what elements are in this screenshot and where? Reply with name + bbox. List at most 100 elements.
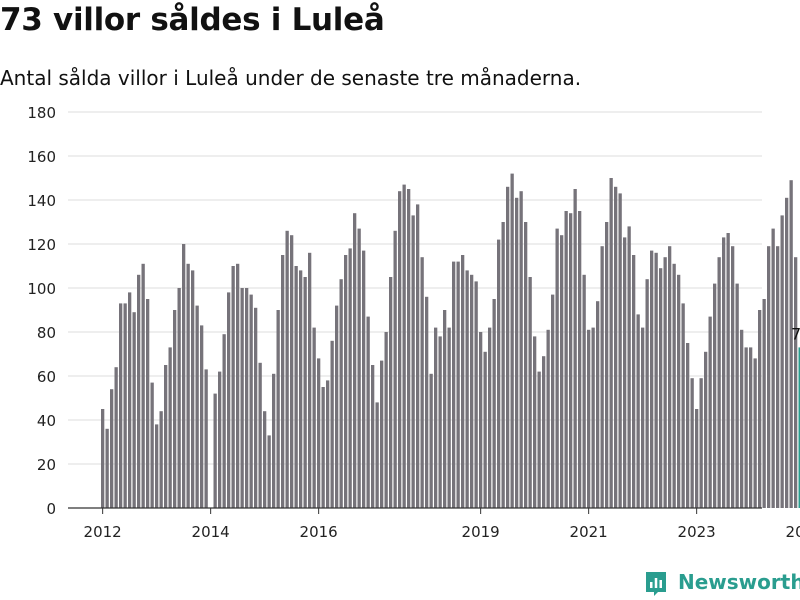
bar xyxy=(339,279,343,508)
bar xyxy=(519,191,523,508)
bar xyxy=(483,351,487,508)
bar xyxy=(101,409,105,508)
bar xyxy=(641,327,645,508)
data-labels: 73 xyxy=(791,324,800,343)
bar xyxy=(200,325,204,508)
brand-name: Newsworthy xyxy=(678,570,800,594)
bar xyxy=(128,292,132,508)
bar xyxy=(272,373,276,508)
bar xyxy=(411,215,415,508)
bar xyxy=(317,358,321,508)
bar xyxy=(794,257,798,508)
bar xyxy=(488,327,492,508)
bar xyxy=(119,303,123,508)
bar xyxy=(353,213,357,508)
bar xyxy=(236,263,240,508)
bar xyxy=(186,263,190,508)
data-label: 73 xyxy=(791,324,800,343)
bar xyxy=(434,327,438,508)
bar xyxy=(213,393,217,508)
bar xyxy=(524,222,528,508)
bar xyxy=(645,279,649,508)
chart-subtitle: Antal sålda villor i Luleå under de sena… xyxy=(0,66,582,90)
bar xyxy=(308,252,312,508)
bar xyxy=(362,250,366,508)
bar xyxy=(276,310,280,508)
x-tick-label: 2014 xyxy=(192,523,230,541)
bar xyxy=(177,288,181,508)
y-tick-label: 100 xyxy=(27,280,56,298)
bar xyxy=(123,303,127,508)
bar xyxy=(492,299,496,508)
bar xyxy=(762,299,766,508)
x-tick-label: 2021 xyxy=(570,523,608,541)
bar xyxy=(708,316,712,508)
bar xyxy=(587,329,591,508)
bar xyxy=(299,270,303,508)
bar xyxy=(623,237,627,508)
bar xyxy=(605,222,609,508)
bar xyxy=(110,389,114,508)
bar xyxy=(668,246,672,508)
bar xyxy=(474,281,478,508)
newsworthy-brand[interactable]: Newsworthy xyxy=(644,568,800,596)
bar xyxy=(240,288,244,508)
bar xyxy=(443,310,447,508)
bar xyxy=(380,360,384,508)
bar xyxy=(659,268,663,508)
bar xyxy=(717,257,721,508)
bar xyxy=(681,303,685,508)
bar xyxy=(735,283,739,508)
bar xyxy=(722,237,726,508)
bar xyxy=(357,228,361,508)
bar xyxy=(420,257,424,508)
bar xyxy=(456,261,460,508)
bar xyxy=(632,255,636,508)
bar xyxy=(771,228,775,508)
bar xyxy=(789,180,793,508)
bar xyxy=(344,255,348,508)
newsworthy-logo-icon xyxy=(646,572,666,596)
bar xyxy=(384,332,388,508)
bar xyxy=(564,211,568,508)
bar xyxy=(776,246,780,508)
bar xyxy=(461,255,465,508)
y-tick-label: 0 xyxy=(46,500,56,518)
bar xyxy=(555,228,559,508)
y-tick-label: 160 xyxy=(27,148,56,166)
x-tick-label: 2023 xyxy=(678,523,716,541)
bar xyxy=(204,369,208,508)
bar xyxy=(294,266,298,508)
bar xyxy=(164,365,168,508)
bar xyxy=(528,277,532,508)
bar xyxy=(159,411,163,508)
bar xyxy=(699,378,703,508)
bar xyxy=(569,213,573,508)
bar xyxy=(470,274,474,508)
bar-highlight xyxy=(798,347,800,508)
bar xyxy=(726,233,730,508)
bar xyxy=(672,263,676,508)
bar xyxy=(429,373,433,508)
x-tick-label: 2019 xyxy=(462,523,500,541)
bar xyxy=(375,402,379,508)
y-tick-label: 140 xyxy=(27,192,56,210)
bar xyxy=(452,261,456,508)
bar xyxy=(785,197,789,509)
bar xyxy=(465,270,469,508)
bar xyxy=(447,327,451,508)
bar xyxy=(591,327,595,508)
bar xyxy=(191,270,195,508)
bar xyxy=(416,204,420,508)
bar xyxy=(663,257,667,508)
bar xyxy=(537,371,541,508)
bars xyxy=(101,173,800,509)
bar xyxy=(690,378,694,508)
y-tick-label: 40 xyxy=(37,412,56,430)
bar xyxy=(636,314,640,508)
bar xyxy=(371,365,375,508)
bar xyxy=(258,362,262,508)
bar xyxy=(627,226,631,508)
bar xyxy=(290,235,294,508)
